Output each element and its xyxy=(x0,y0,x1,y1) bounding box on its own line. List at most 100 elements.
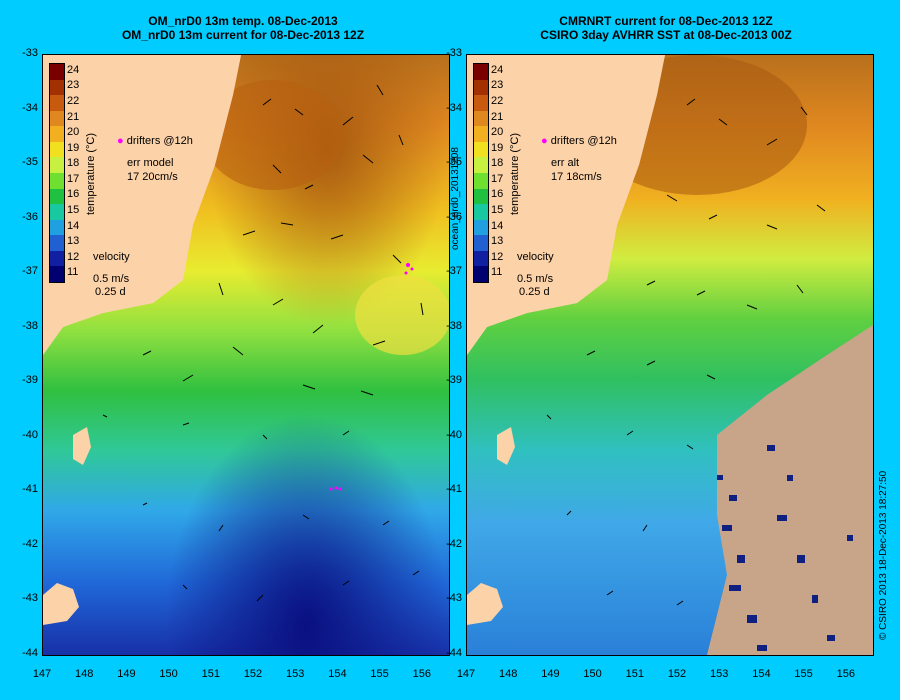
colorbar-segment xyxy=(474,188,488,205)
left-current-vectors xyxy=(102,84,424,602)
right-drifter-legend: ● drifters @12h xyxy=(541,135,617,147)
left-err-label: err model xyxy=(127,157,174,169)
right-velocity-label: velocity xyxy=(517,251,554,263)
right-colorbar xyxy=(473,63,489,283)
colorbar-tick: 12 xyxy=(491,250,504,263)
lat-tick-label: -38 xyxy=(446,319,462,332)
lon-tick-label: 156 xyxy=(412,668,431,680)
colorbar-segment xyxy=(474,79,488,96)
lat-tick-label: -37 xyxy=(446,265,462,278)
lat-tick-label: -35 xyxy=(22,156,38,169)
colorbar-tick: 15 xyxy=(67,203,80,216)
colorbar-tick: 24 xyxy=(67,63,80,76)
left-velocity-scale: 0.5 m/s xyxy=(93,273,130,285)
lon-tick-label: 147 xyxy=(32,668,52,680)
left-drifter-legend: ● drifters @12h xyxy=(117,135,193,147)
lon-tick-label: 154 xyxy=(328,668,347,680)
lat-tick-label: -33 xyxy=(446,47,462,59)
colorbar-segment xyxy=(50,235,64,251)
colorbar-tick: 21 xyxy=(491,110,504,123)
colorbar-segment xyxy=(474,126,488,142)
colorbar-segment xyxy=(474,204,488,220)
lon-tick-label: 150 xyxy=(159,668,178,680)
lat-tick-label: -36 xyxy=(22,210,38,223)
colorbar-segment xyxy=(50,157,64,173)
lon-tick-label: 148 xyxy=(75,668,94,680)
colorbar-tick: 22 xyxy=(491,94,504,107)
copyright-credit: © CSIRO 2013 18-Dec-2013 18:27:50 xyxy=(878,470,889,640)
right-err-value: 17 18cm/s xyxy=(551,171,602,183)
colorbar-segment xyxy=(474,64,488,80)
lon-tick-label: 153 xyxy=(710,668,729,680)
left-err-value: 17 20cm/s xyxy=(127,171,178,183)
left-drifter-tracks xyxy=(329,263,414,491)
colorbar-tick: 21 xyxy=(67,110,80,123)
lon-tick-label: 147 xyxy=(456,668,476,680)
drifter-marker-icon: ● xyxy=(541,135,548,147)
lat-tick-label: -39 xyxy=(22,374,38,387)
left-velocity-label: velocity xyxy=(93,251,130,263)
colorbar-segment xyxy=(50,64,64,80)
lat-tick-label: -40 xyxy=(446,428,462,441)
colorbar-tick: 13 xyxy=(491,235,504,248)
colorbar-tick: 16 xyxy=(491,188,504,201)
colorbar-segment xyxy=(50,173,64,189)
right-sst-map[interactable]: temperature (°C) 24 23 22 21 20 19 18 17 16 15 14 1… xyxy=(466,54,874,656)
colorbar-tick: 14 xyxy=(67,219,80,232)
lat-tick-label: -33 xyxy=(22,47,38,59)
colorbar-tick: 23 xyxy=(491,79,504,92)
lat-tick-label: -42 xyxy=(446,537,462,550)
lon-tick-label: 153 xyxy=(286,668,305,680)
colorbar-tick: 24 xyxy=(491,63,504,76)
colorbar-tick: 16 xyxy=(67,188,80,201)
left-title-line2: OM_nrD0 13m current for 08-Dec-2013 12Z xyxy=(121,28,365,42)
lon-tick-label: 151 xyxy=(201,668,220,680)
colorbar-tick: 17 xyxy=(491,172,504,185)
lat-tick-label: -39 xyxy=(446,374,462,387)
lon-tick-label: 155 xyxy=(370,668,389,680)
lat-tick-label: -44 xyxy=(22,647,38,659)
lon-tick-label: 149 xyxy=(541,668,560,680)
colorbar-segment xyxy=(474,173,488,189)
lat-tick-label: -43 xyxy=(22,592,38,605)
colorbar-tick: 15 xyxy=(491,203,504,216)
colorbar-segment xyxy=(50,266,64,282)
right-velocity-time: 0.25 d xyxy=(519,286,550,298)
colorbar-tick: 11 xyxy=(491,266,503,279)
lat-tick-label: -42 xyxy=(22,537,38,550)
lon-tick-label: 154 xyxy=(752,668,771,680)
lat-tick-label: -37 xyxy=(22,265,38,278)
colorbar-segment xyxy=(50,79,64,96)
colorbar-segment xyxy=(474,95,488,111)
right-title-line2: CSIRO 3day AVHRR SST at 08-Dec-2013 00Z xyxy=(540,28,792,42)
lat-tick-label: -34 xyxy=(446,101,462,114)
right-title-line1: CMRNRT current for 08-Dec-2013 12Z xyxy=(559,14,773,28)
colorbar-tick: 23 xyxy=(67,79,80,92)
lat-tick-label: -43 xyxy=(446,592,462,605)
lon-tick-label: 152 xyxy=(667,668,687,680)
colorbar-tick: 20 xyxy=(67,126,80,139)
right-panel-title: CMRNRT current for 08-Dec-2013 12Z CSIRO… xyxy=(466,14,866,42)
colorbar-tick: 19 xyxy=(67,141,80,154)
colorbar-tick: 12 xyxy=(67,250,80,263)
colorbar-segment xyxy=(50,126,64,142)
left-map-canvas xyxy=(43,55,449,655)
right-colorbar-label: temperature (°C) xyxy=(509,132,521,215)
left-velocity-time: 0.25 d xyxy=(95,286,126,298)
right-current-vectors xyxy=(546,98,826,606)
colorbar-segment xyxy=(474,250,488,267)
left-sst-map[interactable]: temperature (°C) 24 23 22 21 20 19 18 17 16 15 14 1… xyxy=(42,54,450,656)
lat-tick-label: -41 xyxy=(446,483,462,496)
left-panel-title: OM_nrD0 13m temp. 08-Dec-2013 OM_nrD0 13… xyxy=(43,14,443,42)
left-colorbar-label: temperature (°C) xyxy=(85,132,97,215)
drifter-marker-icon: ● xyxy=(117,135,124,147)
lon-tick-label: 150 xyxy=(583,668,602,680)
colorbar-segment xyxy=(474,110,488,127)
lon-tick-label: 148 xyxy=(499,668,518,680)
right-err-label: err alt xyxy=(551,157,580,169)
colorbar-tick: 19 xyxy=(491,141,504,154)
colorbar-segment xyxy=(50,188,64,205)
colorbar-tick: 18 xyxy=(491,157,504,170)
lat-tick-label: -34 xyxy=(22,101,38,114)
lon-tick-label: 151 xyxy=(625,668,644,680)
